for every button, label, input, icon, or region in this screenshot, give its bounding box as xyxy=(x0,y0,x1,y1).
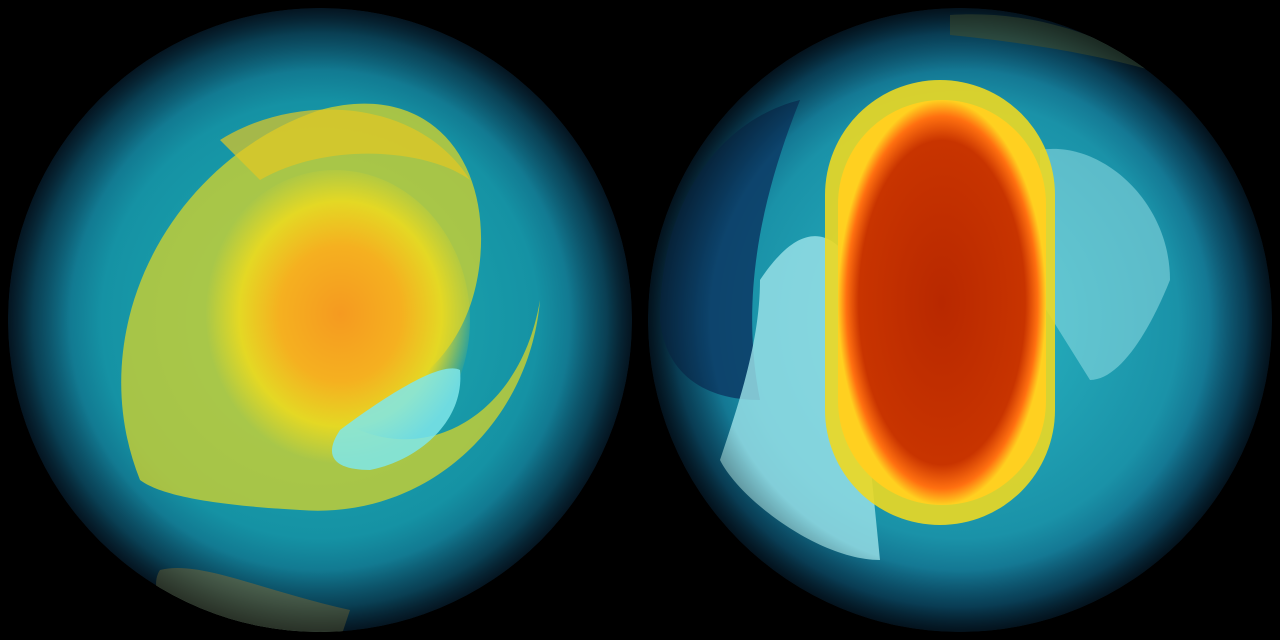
right-globe xyxy=(648,8,1272,632)
left-globe xyxy=(8,8,632,632)
